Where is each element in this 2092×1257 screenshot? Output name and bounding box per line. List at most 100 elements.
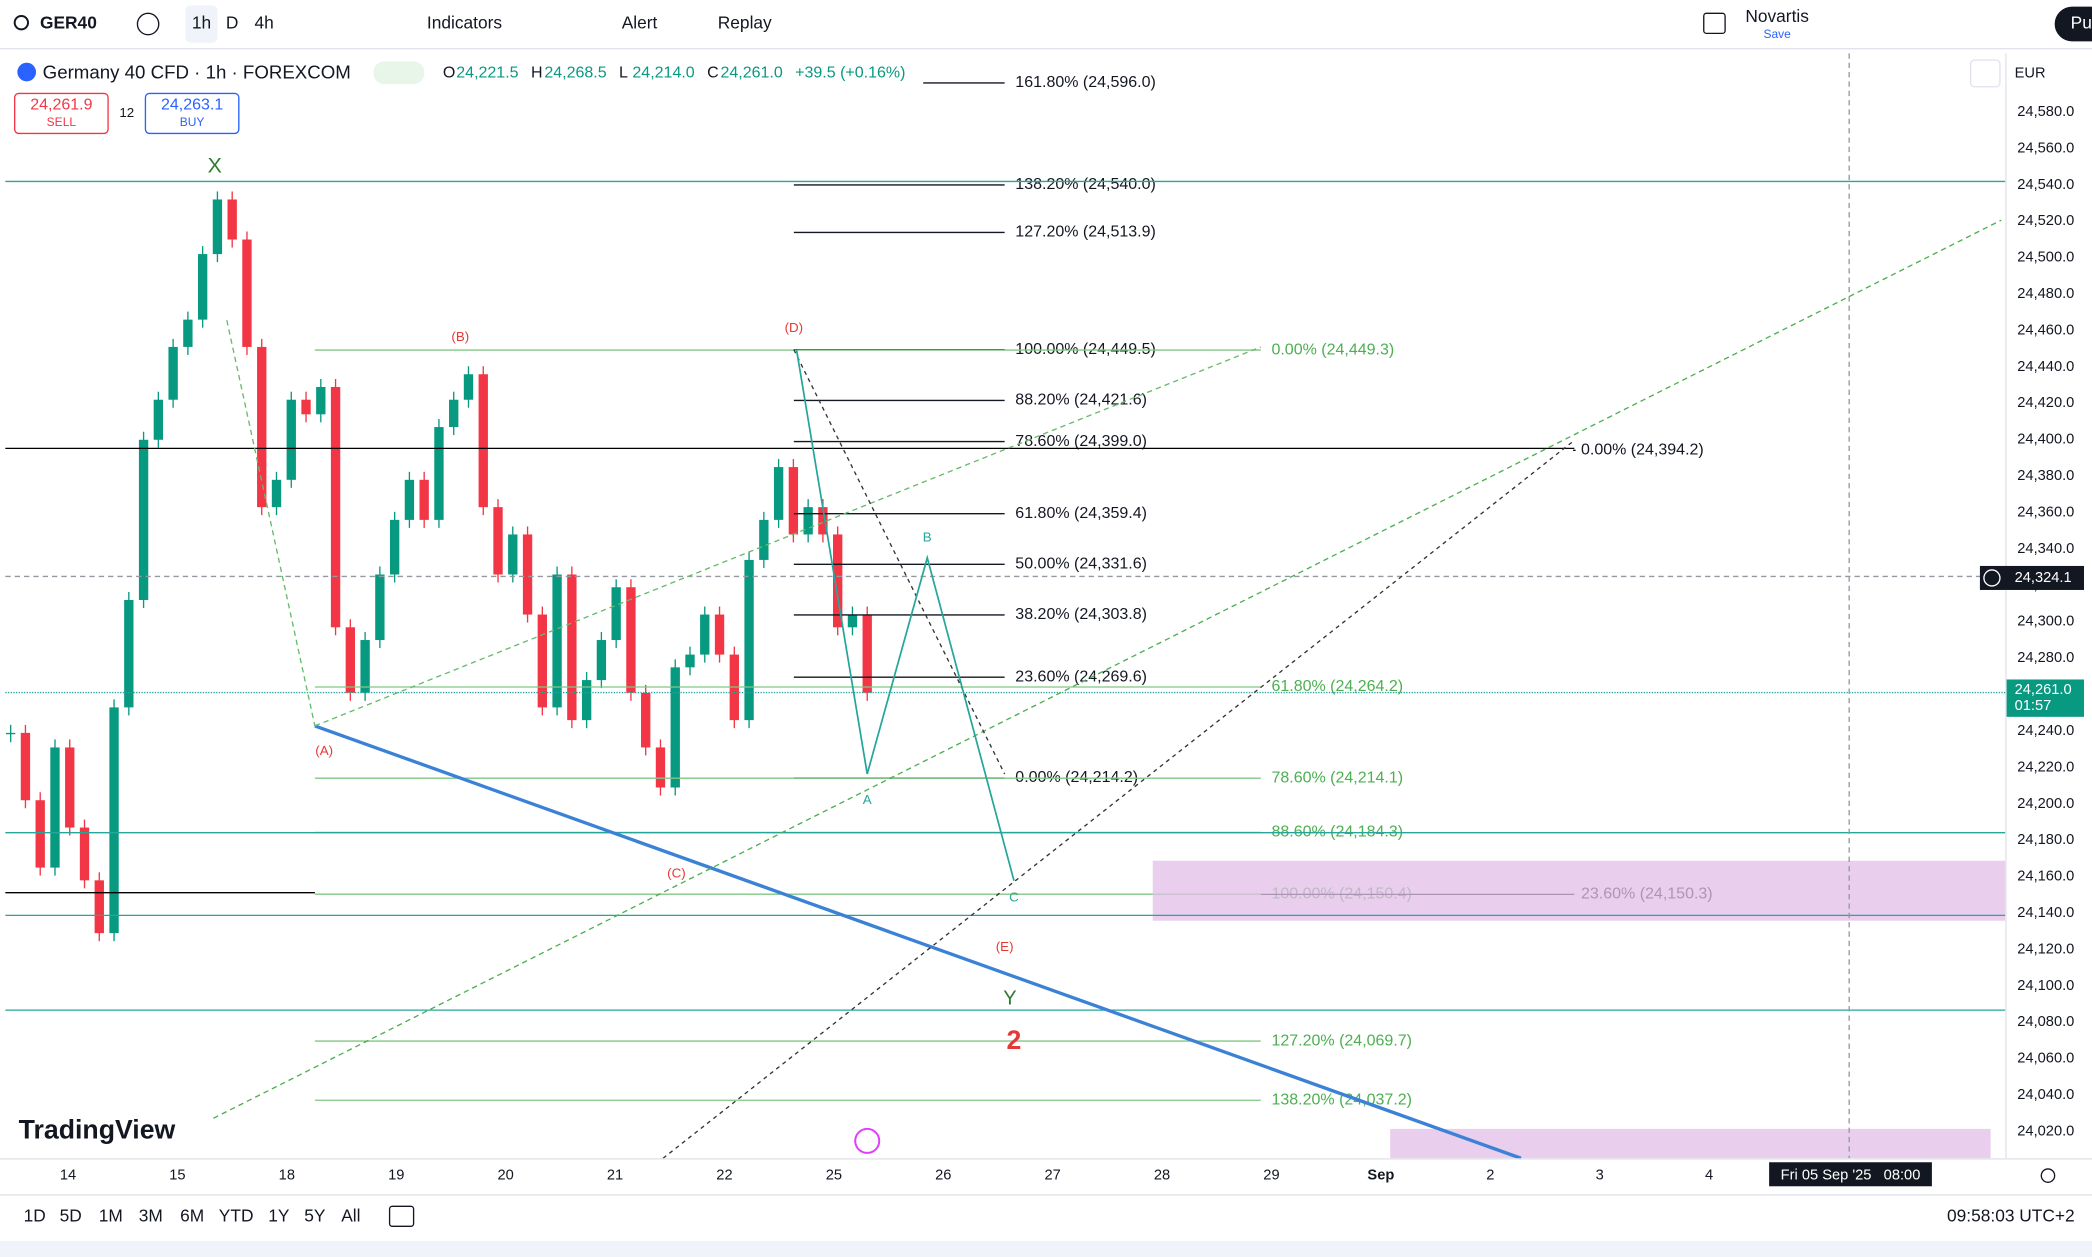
interval[interactable]: 4h	[255, 13, 274, 33]
candle	[596, 640, 607, 681]
price-tick-label: 24,400.0	[2017, 432, 2074, 448]
time-label: 29	[1263, 1167, 1279, 1183]
range-button[interactable]: 1M	[99, 1206, 123, 1226]
lightning-icon[interactable]	[854, 1127, 881, 1154]
candle	[818, 507, 828, 535]
symbol-logo	[17, 62, 37, 82]
ohlc-value: 24,221.5	[456, 65, 518, 82]
fib-label: 78.60% (24,399.0)	[1015, 433, 1147, 450]
candle	[360, 640, 370, 693]
countdown: 01:57	[2015, 698, 2052, 714]
price-tick-label: 24,540.0	[2017, 177, 2074, 193]
settings-icon[interactable]	[2040, 1168, 2056, 1183]
range-button[interactable]: All	[341, 1206, 360, 1226]
fib-label: 0.00% (24,449.3)	[1271, 341, 1394, 358]
candle	[508, 534, 518, 575]
price-tick-label: 24,160.0	[2017, 869, 2074, 885]
replay-button[interactable]: Replay	[718, 13, 772, 33]
time-label: 14	[60, 1167, 76, 1183]
range-button[interactable]: 6M	[180, 1206, 204, 1226]
candle	[138, 439, 149, 600]
time-label: 15	[169, 1167, 185, 1183]
currency[interactable]: EUR	[2015, 65, 2046, 81]
candle	[109, 707, 119, 934]
price-tick-label: 24,120.0	[2017, 941, 2074, 957]
clock: 09:58:03 UTC+2	[1947, 1206, 2075, 1226]
spread: 12	[119, 105, 134, 120]
alert-button[interactable]: Alert	[622, 13, 658, 33]
interval[interactable]: D	[226, 13, 239, 33]
wave-label: (C)	[667, 866, 686, 881]
wave-label: C	[1009, 890, 1019, 905]
range-button[interactable]: 3M	[139, 1206, 163, 1226]
price-tick-label: 24,520.0	[2017, 213, 2074, 229]
range-button[interactable]: 5Y	[304, 1206, 326, 1226]
buy-button[interactable]	[144, 92, 240, 135]
sell-button[interactable]	[14, 92, 109, 135]
time-label: 2	[1486, 1167, 1494, 1183]
target-zone	[1390, 1128, 1991, 1159]
publish-button[interactable]	[2054, 6, 2092, 42]
price-tick-label: 24,100.0	[2017, 978, 2074, 994]
buy-label[interactable]: BUY	[180, 115, 205, 129]
candle	[700, 614, 710, 655]
layout-save[interactable]: Save	[1763, 27, 1791, 41]
fib-label: 23.60% (24,269.6)	[1015, 668, 1147, 685]
buy-price[interactable]: 24,263.1	[161, 97, 223, 114]
price-tick-label: 24,340.0	[2017, 541, 2074, 557]
candle	[493, 507, 503, 575]
price-tick-label: 24,020.0	[2017, 1123, 2074, 1139]
ohlc-key: C	[707, 65, 719, 82]
time-label: 28	[1154, 1167, 1170, 1183]
range-button[interactable]: YTD	[219, 1206, 254, 1226]
range-button[interactable]: 1D	[24, 1206, 46, 1226]
ohlc-value: 24,268.5	[544, 65, 606, 82]
candle	[788, 467, 799, 535]
last-price-box	[2006, 679, 2084, 717]
range-button[interactable]: 1Y	[268, 1206, 290, 1226]
crosshair-price-box	[1979, 565, 2084, 590]
compare-icon[interactable]	[136, 12, 160, 36]
crosshair-time: Fri 05 Sep '25 08:00	[1781, 1167, 1921, 1183]
publish-label[interactable]: Pu	[2071, 13, 2092, 33]
sell-label[interactable]: SELL	[47, 115, 77, 129]
time-label: 21	[607, 1167, 623, 1183]
candle	[286, 399, 296, 480]
price-tick-label: 24,300.0	[2017, 614, 2074, 630]
axis-button[interactable]	[1969, 59, 2001, 88]
candle	[153, 399, 164, 440]
candle	[212, 199, 223, 255]
candle	[79, 827, 90, 881]
price-tick-label: 24,200.0	[2017, 796, 2074, 812]
toolbar	[0, 0, 2092, 49]
crosshair-plus	[1983, 569, 2001, 587]
candle	[670, 667, 680, 788]
sell-price[interactable]: 24,261.9	[30, 97, 92, 114]
search-icon[interactable]	[13, 15, 30, 31]
candle	[404, 479, 415, 520]
trend-line	[314, 724, 1522, 1160]
price-tick-label: 24,360.0	[2017, 504, 2074, 520]
price-tick-label: 24,480.0	[2017, 286, 2074, 302]
interval[interactable]: 1h	[192, 13, 211, 33]
wave-label: (D)	[785, 320, 804, 335]
ohlc-value: 24,214.0	[632, 65, 694, 82]
layout-name[interactable]: Novartis	[1745, 6, 1809, 26]
fib-label: 61.80% (24,359.4)	[1015, 505, 1147, 522]
symbol[interactable]: GER40	[40, 13, 97, 33]
candle	[345, 627, 356, 693]
time-label: 19	[388, 1167, 404, 1183]
candle	[316, 386, 326, 415]
candle	[714, 614, 725, 655]
price-tick-label: 24,560.0	[2017, 140, 2074, 156]
candle	[567, 574, 577, 721]
range-button[interactable]: 5D	[60, 1206, 82, 1226]
candle	[197, 254, 208, 320]
candle	[419, 479, 429, 520]
indicators-button[interactable]: Indicators	[427, 13, 502, 33]
date-range-icon[interactable]	[388, 1205, 415, 1227]
status-badge	[373, 61, 425, 85]
price-tick-label: 24,220.0	[2017, 759, 2074, 775]
fib-label: 161.80% (24,596.0)	[1015, 74, 1156, 91]
